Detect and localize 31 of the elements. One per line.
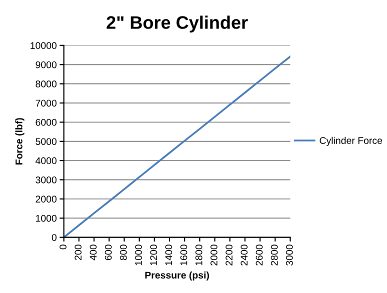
chart-title: 2" Bore Cylinder <box>106 16 248 32</box>
y-tick-label: 2000 <box>36 196 57 203</box>
x-tick-label: 0 <box>60 244 66 250</box>
y-tick-label: 6000 <box>36 118 57 126</box>
legend-label: Cylinder Force <box>320 136 382 146</box>
x-tick-label: 1400 <box>165 244 172 266</box>
x-tick-label: 1000 <box>135 244 142 266</box>
x-tick-label: 2200 <box>226 244 232 266</box>
y-tick-label: 4000 <box>36 157 57 164</box>
y-tick-label: 0 <box>52 234 57 241</box>
x-tick-label: 2400 <box>240 244 248 266</box>
y-tick-label: 5000 <box>36 138 57 145</box>
y-tick-label: 9000 <box>36 61 57 68</box>
x-tick-label: 2000 <box>210 244 218 266</box>
x-tick-label: 3000 <box>286 244 293 266</box>
x-tick-label: 2600 <box>256 244 263 266</box>
y-tick-label: 10000 <box>30 42 57 50</box>
x-tick-label: 400 <box>90 244 97 260</box>
x-tick-label: 800 <box>120 244 127 260</box>
y-axis-title: Force (lbf) <box>15 118 24 164</box>
x-tick-label: 1200 <box>150 244 158 266</box>
x-tick-label: 1600 <box>180 244 188 266</box>
x-tick-label: 1800 <box>195 244 202 266</box>
y-tick-label: 8000 <box>36 80 57 88</box>
x-tick-label: 600 <box>104 244 112 260</box>
y-tick-label: 1000 <box>36 214 57 222</box>
x-tick-label: 200 <box>74 244 82 260</box>
x-axis-title: Pressure (psi) <box>145 271 209 281</box>
y-tick-label: 3000 <box>36 176 57 184</box>
y-tick-label: 7000 <box>36 100 57 107</box>
x-tick-label: 2800 <box>270 244 278 266</box>
